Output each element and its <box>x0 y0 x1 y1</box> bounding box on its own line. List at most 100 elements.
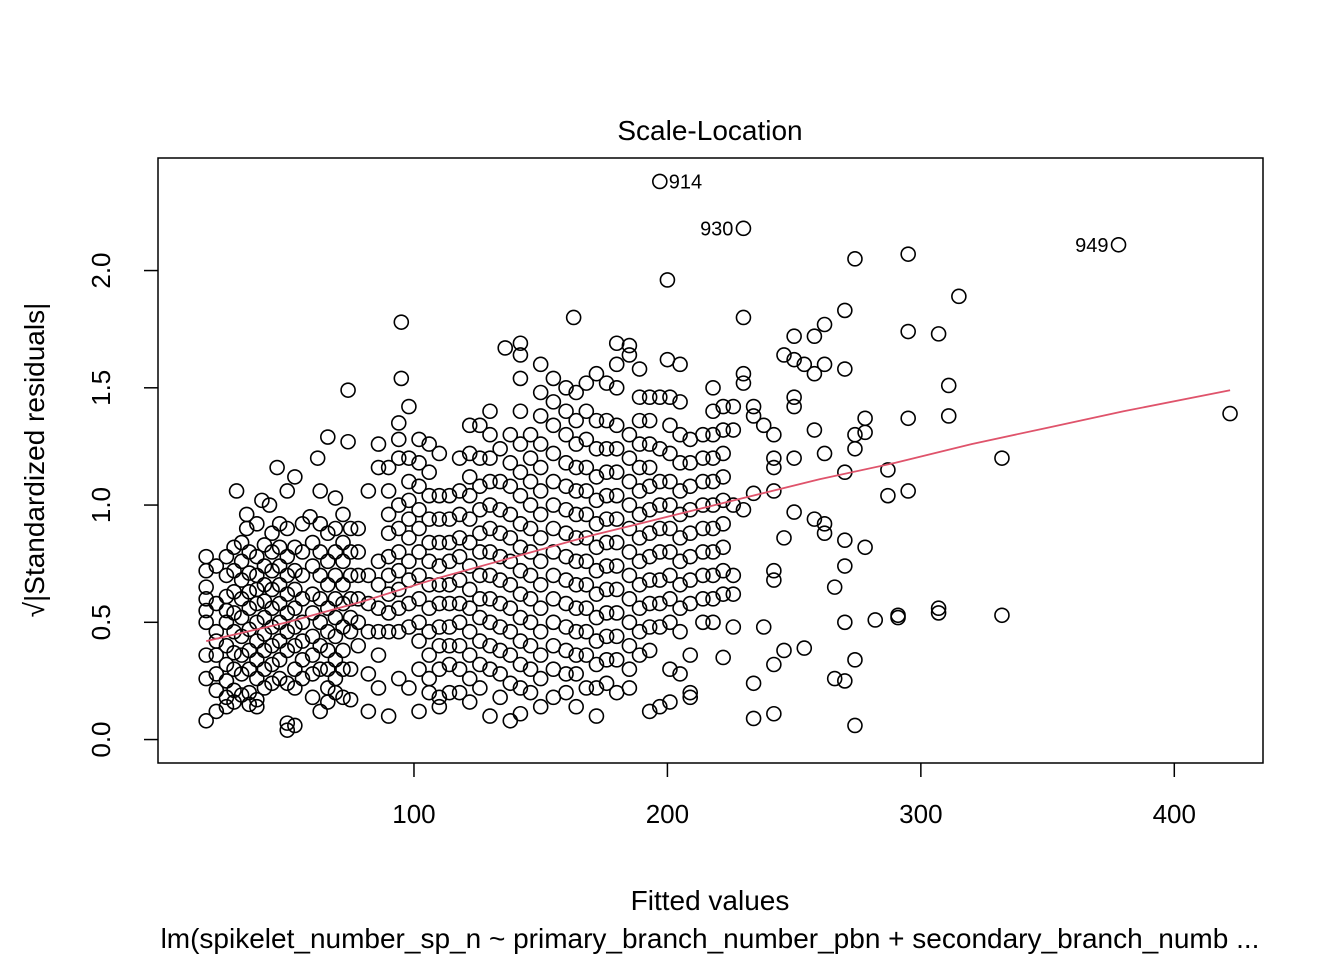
data-point <box>631 600 648 617</box>
data-point <box>390 497 407 513</box>
data-point <box>994 450 1010 466</box>
data-point <box>411 591 427 607</box>
data-point <box>662 661 678 678</box>
data-point <box>745 408 762 424</box>
data-point <box>261 497 278 513</box>
data-point <box>342 567 359 584</box>
data-point <box>271 516 288 532</box>
data-point <box>390 623 407 640</box>
data-point <box>695 426 711 443</box>
data-point <box>411 520 427 537</box>
data-point <box>421 553 437 570</box>
data-point <box>327 567 344 584</box>
data-point <box>370 553 387 570</box>
data-point <box>588 516 605 532</box>
data-point <box>370 647 387 663</box>
data-point <box>715 539 731 556</box>
data-point <box>421 576 437 593</box>
data-point <box>342 591 359 607</box>
data-point <box>766 656 782 673</box>
data-point <box>294 670 311 687</box>
data-point <box>241 544 258 560</box>
data-point <box>441 619 458 635</box>
data-point <box>279 722 296 738</box>
data-point <box>482 426 498 443</box>
data-point <box>532 553 549 570</box>
data-point <box>472 656 488 673</box>
data-point <box>512 609 529 626</box>
data-point <box>578 680 595 696</box>
data-point <box>568 436 584 452</box>
data-point <box>279 675 296 692</box>
data-point <box>951 288 967 305</box>
data-points <box>198 246 1238 738</box>
data-point <box>401 473 417 490</box>
data-point <box>451 684 468 701</box>
data-point <box>672 356 688 373</box>
data-point <box>226 682 242 699</box>
smoother-layer <box>205 389 1231 642</box>
data-point <box>608 335 625 352</box>
data-point <box>264 637 280 654</box>
data-point <box>880 487 896 504</box>
data-point <box>745 398 762 415</box>
data-point <box>715 516 731 532</box>
data-point <box>271 633 288 649</box>
data-point <box>482 567 498 584</box>
data-point <box>226 644 242 661</box>
data-point <box>249 548 265 565</box>
data-point <box>461 469 478 485</box>
data-point <box>631 530 648 546</box>
data-point <box>312 661 329 678</box>
data-point <box>390 581 407 598</box>
data-point <box>512 370 529 387</box>
data-point <box>598 534 615 551</box>
data-point <box>421 600 437 617</box>
data-point <box>532 698 549 715</box>
data-point <box>492 501 508 518</box>
data-point <box>578 576 595 593</box>
data-point <box>294 633 311 649</box>
y-axis-title: √|Standardized residuals| <box>19 303 50 618</box>
data-point <box>502 675 519 692</box>
data-point <box>254 492 270 509</box>
data-point <box>766 450 782 466</box>
data-point <box>796 640 813 656</box>
data-point <box>568 506 584 523</box>
data-point <box>880 462 896 478</box>
data-point <box>421 623 437 640</box>
data-point <box>451 637 468 654</box>
data-point <box>241 600 258 617</box>
data-point <box>335 619 351 635</box>
data-point <box>672 483 688 499</box>
data-point <box>776 530 792 546</box>
data-point <box>631 623 648 640</box>
data-point <box>608 417 625 434</box>
data-point <box>522 520 539 537</box>
data-point <box>472 609 488 626</box>
data-point <box>806 365 823 382</box>
data-point <box>327 684 344 701</box>
data-point <box>208 558 225 574</box>
data-point <box>545 445 562 462</box>
data-point <box>233 534 250 551</box>
data-point <box>672 553 688 570</box>
data-point <box>431 487 448 504</box>
data-point <box>705 497 721 513</box>
data-point <box>226 562 242 579</box>
data-point <box>512 680 529 696</box>
data-point <box>492 473 508 490</box>
data-point <box>631 483 648 499</box>
data-point <box>218 614 235 631</box>
data-point <box>532 483 549 499</box>
data-point <box>441 576 458 593</box>
data-point <box>472 591 488 607</box>
data-point <box>461 670 478 687</box>
data-point <box>198 712 214 729</box>
data-point <box>335 642 351 659</box>
data-point <box>588 412 605 429</box>
data-point <box>249 698 265 715</box>
data-point <box>279 586 296 602</box>
data-point <box>631 436 648 452</box>
data-point <box>380 708 397 724</box>
